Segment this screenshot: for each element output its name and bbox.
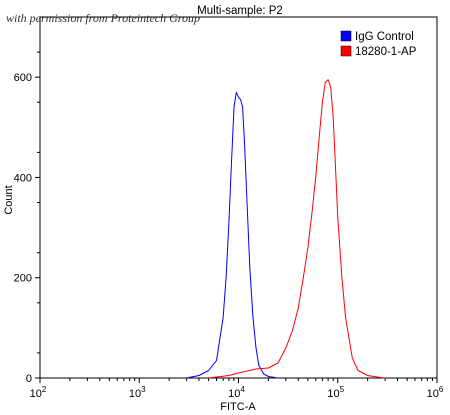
y-tick-label: 400 xyxy=(14,172,32,184)
x-tick-label: 106 xyxy=(427,385,444,400)
x-axis: 102 103 104 105 106 xyxy=(30,378,444,400)
x-tick-label: 103 xyxy=(129,385,146,400)
chart-title: Multi-sample: P2 xyxy=(197,5,283,17)
y-tick-label: 0 xyxy=(26,373,32,385)
series-line-2 xyxy=(208,79,386,379)
x-axis-label: FITC-A xyxy=(220,401,256,413)
x-tick-label: 104 xyxy=(228,385,245,400)
x-tick-label: 102 xyxy=(30,385,47,400)
y-axis-label: Count xyxy=(3,185,15,214)
legend-label: 18280-1-AP xyxy=(355,46,417,58)
plot-frame xyxy=(39,16,438,379)
series-layer xyxy=(186,79,386,379)
y-axis: 0 200 400 600 xyxy=(14,51,40,385)
legend: IgG Control 18280-1-AP xyxy=(340,30,417,58)
y-tick-label: 600 xyxy=(14,72,32,84)
x-tick-label: 105 xyxy=(327,385,344,400)
legend-swatch xyxy=(340,45,352,57)
legend-swatch xyxy=(340,30,352,42)
watermark-text: with permission from Proteintech Group xyxy=(6,11,200,25)
y-tick-label: 200 xyxy=(14,273,32,285)
legend-label: IgG Control xyxy=(355,31,414,43)
series-line-1 xyxy=(186,91,279,379)
